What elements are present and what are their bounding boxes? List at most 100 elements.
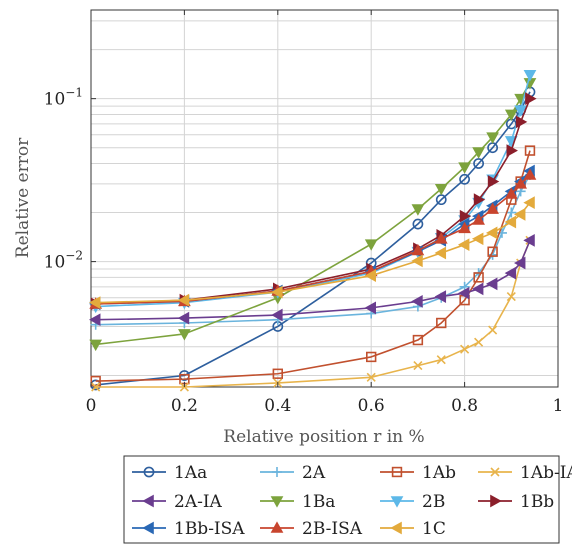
data-point-1c (485, 226, 498, 240)
x-tick-label: 0.8 (451, 396, 478, 416)
x-axis-label: Relative position r in % (223, 427, 424, 447)
y-tick-label: 10−1 (44, 86, 83, 110)
data-point-2a-ia (89, 313, 101, 327)
data-point-1ab (272, 368, 283, 379)
data-point-1ba (89, 339, 103, 352)
data-point-1c (364, 269, 377, 283)
legend-frame (123, 455, 560, 544)
legend-item-1ba: 1Ba (260, 492, 335, 512)
data-point-1aa (459, 173, 470, 185)
legend-swatch-marker (490, 467, 500, 477)
series-2a-ia (89, 234, 535, 327)
data-point-1c (457, 238, 470, 252)
series-line-1aa (95, 91, 531, 386)
legend-item-1bb: 1Bb (478, 492, 554, 512)
legend-label: 2B (422, 492, 445, 512)
series-line-1ab-ia (95, 240, 531, 388)
data-point-1ab-ia (413, 361, 423, 371)
data-point-2a-ia (457, 286, 470, 300)
data-point-1ba (472, 147, 485, 159)
data-point-2b-isa (514, 177, 527, 189)
data-point-2a-ia (177, 311, 190, 325)
data-point-1aa (412, 218, 424, 230)
legend-label: 2B-ISA (302, 519, 363, 539)
legend-item-2a-ia: 2A-IA (132, 492, 223, 512)
data-point-2a-ia (471, 282, 484, 296)
data-point-2a-ia (364, 301, 377, 315)
series-line-1bb (95, 98, 531, 305)
x-tick-label: 0.4 (264, 396, 291, 416)
legend-label: 1Bb (520, 492, 554, 512)
x-tick-label: 0.6 (358, 396, 385, 416)
legend-swatch-marker (490, 494, 502, 508)
data-point-2a (506, 207, 517, 218)
data-point-2a-ia (513, 256, 526, 270)
axis-ticks: 0 0.2 0.4 0.6 0.8 1 10−2 10−1 (44, 10, 563, 416)
data-point-1ab-ia (488, 325, 498, 335)
legend-swatch-marker (142, 494, 154, 508)
data-point-1ba (458, 162, 471, 174)
series-1aa (90, 86, 536, 391)
data-point-1ab-ia (436, 355, 446, 365)
x-tick-label: 0 (86, 396, 97, 416)
data-point-1aa (473, 158, 485, 169)
data-point-1c (523, 196, 535, 210)
data-point-1c (434, 246, 447, 260)
data-point-1bb (515, 115, 528, 129)
data-point-2b-isa (486, 202, 499, 214)
y-tick-label: 10−2 (44, 249, 83, 273)
data-point-2b (514, 105, 527, 117)
series-layer (89, 70, 537, 392)
data-point-1ab-ia (91, 382, 101, 392)
legend-item-2b: 2B (380, 492, 445, 512)
data-point-1ab (473, 272, 484, 283)
data-point-1ba (486, 132, 499, 144)
legend-label: 1Bb-ISA (174, 519, 245, 539)
data-point-2a-ia (411, 295, 423, 308)
data-point-2a-ia (434, 290, 447, 303)
legend-label: 1C (422, 519, 446, 539)
data-point-2a-ia (485, 277, 498, 291)
data-point-1ab (90, 375, 101, 387)
data-point-1ab (524, 145, 536, 156)
legend-swatch-marker (143, 466, 155, 478)
data-point-1bb (487, 175, 500, 188)
data-point-2b (523, 70, 537, 82)
legend-label: 2A-IA (174, 492, 223, 512)
data-point-1ab-ia (460, 344, 470, 354)
data-point-1c (89, 296, 101, 309)
legend-swatch-marker (390, 496, 404, 508)
legend-swatch-marker (390, 521, 402, 535)
data-point-1ab (365, 351, 377, 363)
data-point-2a-ia (504, 266, 517, 280)
legend-item-1c: 1C (380, 519, 446, 539)
legend-item-2b-isa: 2B-ISA (260, 519, 363, 539)
plot-area-frame (90, 9, 559, 388)
data-point-1ab (436, 317, 447, 329)
data-point-2b-isa (472, 213, 485, 225)
data-point-1c (513, 207, 526, 221)
legend-item-1ab: 1Ab (380, 463, 456, 483)
data-point-1bb (506, 144, 518, 157)
data-point-2b-isa (523, 168, 537, 180)
data-point-1ab (412, 334, 424, 346)
data-point-1ab-ia (474, 337, 484, 347)
data-point-1ab-ia (506, 292, 516, 302)
x-tick-label: 0.2 (171, 396, 198, 416)
grid-lines (90, 10, 559, 387)
legend-label: 1Ab-IA (520, 463, 572, 483)
data-point-1ab (487, 246, 498, 257)
legend-label: 2A (302, 463, 326, 483)
legend-item-1bb-isa: 1Bb-ISA (132, 519, 245, 539)
legend-swatch-marker (142, 521, 154, 535)
data-point-1ab-ia (366, 372, 376, 382)
legend-label: 1Aa (174, 463, 207, 483)
data-point-1ba (178, 329, 191, 341)
legend-item-1ab-ia: 1Ab-IA (478, 463, 572, 483)
legend-item-2a: 2A (260, 463, 326, 483)
data-point-2a-ia (271, 308, 283, 322)
data-point-2b-isa (458, 221, 471, 234)
data-point-2b-isa (411, 243, 425, 256)
legend-swatch-marker (270, 496, 284, 508)
